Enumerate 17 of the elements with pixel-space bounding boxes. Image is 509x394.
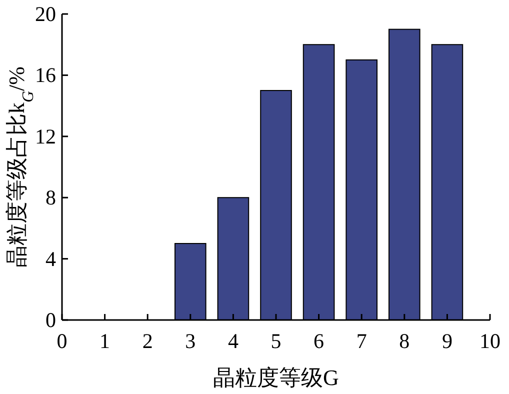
y-tick-label: 4	[46, 246, 56, 271]
y-tick-label: 8	[46, 186, 56, 210]
x-tick-label: 6	[314, 329, 324, 353]
x-axis-title: 晶粒度等级G	[213, 365, 340, 390]
x-tick-label: 5	[270, 329, 282, 353]
x-tick-label: 2	[142, 329, 153, 353]
x-tick-label: 3	[185, 329, 196, 353]
x-tick-label: 10	[480, 329, 500, 353]
x-tick-label: 4	[228, 329, 239, 353]
y-tick-label: 20	[35, 2, 56, 26]
y-tick-label: 0	[46, 308, 56, 332]
x-tick-label: 9	[442, 329, 452, 353]
x-tick-label: 7	[356, 329, 367, 353]
x-tick-label: 1	[100, 329, 110, 353]
y-tick-label: 12	[35, 124, 56, 148]
x-tick-label: 8	[399, 329, 410, 353]
y-tick-label: 16	[35, 63, 56, 88]
